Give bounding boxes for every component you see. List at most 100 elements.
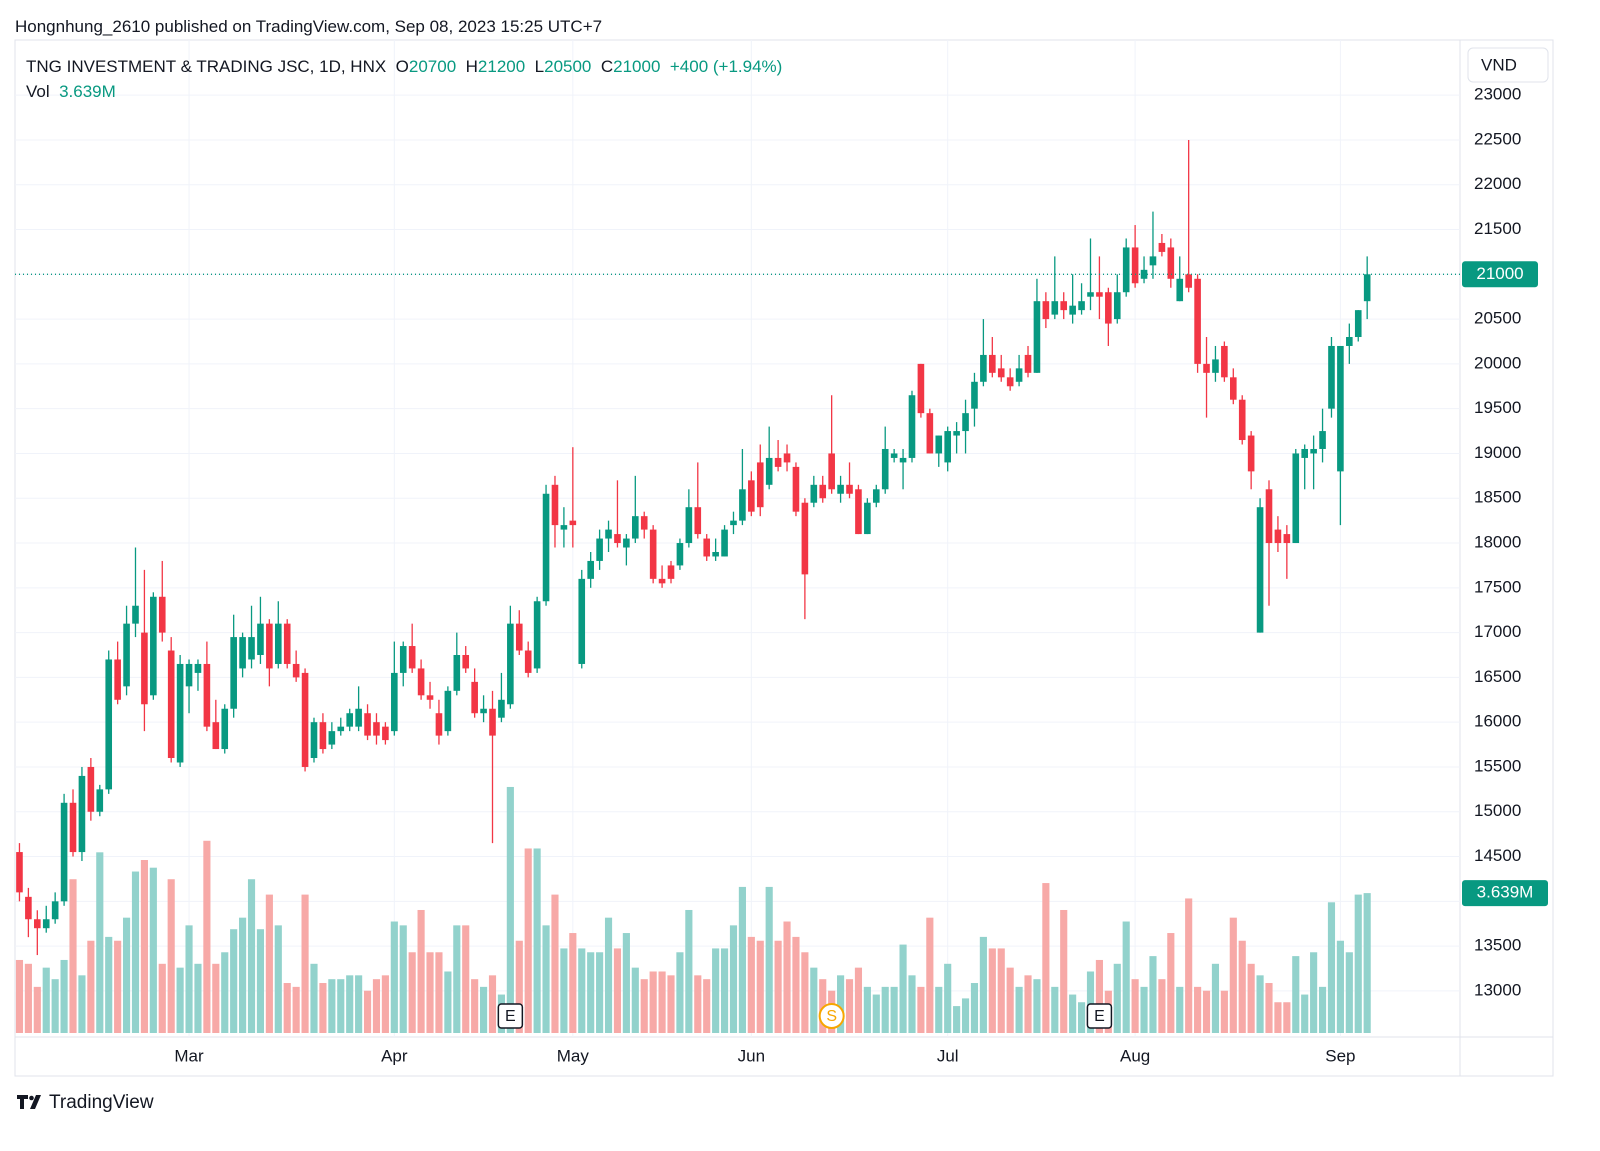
candle-body <box>739 489 746 521</box>
volume-bar <box>533 848 541 1033</box>
volume-bar <box>792 936 800 1033</box>
volume-bar <box>1051 986 1059 1033</box>
volume-bar <box>729 925 738 1033</box>
y-tick-label: 22000 <box>1474 174 1521 193</box>
volume-bar <box>140 860 148 1033</box>
y-tick-label: 17500 <box>1474 577 1521 596</box>
volume-bar <box>801 952 809 1033</box>
volume-bar <box>114 940 122 1033</box>
y-tick-label: 15000 <box>1474 801 1521 820</box>
y-tick-label: 23000 <box>1474 85 1521 104</box>
candle-body <box>748 480 755 512</box>
volume-bar <box>239 917 247 1033</box>
candle-body <box>1140 269 1148 279</box>
volume-bar <box>515 940 523 1033</box>
candle-body <box>1158 242 1166 252</box>
volume-bar <box>587 952 595 1033</box>
candle-body <box>203 663 211 727</box>
volume-bar <box>346 975 354 1033</box>
candle-body <box>1283 534 1291 544</box>
volume-bar <box>613 948 622 1033</box>
last-volume-tag <box>1462 880 1548 907</box>
candle-body <box>1310 448 1317 454</box>
volume-bar <box>1149 956 1157 1033</box>
ohlc-value: 20500 <box>544 57 592 76</box>
volume-bar <box>1069 994 1077 1033</box>
candle-body <box>1212 359 1219 373</box>
volume-bar <box>328 979 336 1033</box>
x-tick-label: Sep <box>1325 1046 1355 1065</box>
y-tick-label: 20500 <box>1474 309 1521 328</box>
candle-body <box>399 646 407 673</box>
volume-bar <box>1122 921 1130 1033</box>
volume-bar <box>631 967 639 1033</box>
candle-body <box>310 722 318 759</box>
volume-bar <box>560 948 568 1033</box>
x-tick-label: Apr <box>381 1046 408 1065</box>
candle-body <box>167 650 175 759</box>
x-tick-label: Jun <box>738 1046 765 1065</box>
byline: Hongnhung_2610 published on TradingView.… <box>15 17 603 36</box>
volume-bar <box>149 867 157 1033</box>
candle-body <box>78 775 86 853</box>
candle-body <box>105 659 113 790</box>
volume-bar <box>756 940 764 1033</box>
candle-body <box>132 605 139 624</box>
axes: 1300013500140001450015000155001600016500… <box>15 85 1548 1065</box>
candle-body <box>158 596 166 633</box>
volume-bar <box>765 886 773 1033</box>
candle-body <box>1247 435 1255 472</box>
candle-body <box>623 538 630 548</box>
currency-box[interactable] <box>1467 47 1549 83</box>
volume-bar <box>890 986 898 1033</box>
volume-bar <box>1095 959 1103 1033</box>
candle-body <box>935 435 943 454</box>
volume-bar <box>1345 952 1353 1033</box>
x-tick-label: Aug <box>1120 1046 1150 1065</box>
volume-bar <box>96 852 104 1033</box>
volume-bar <box>712 948 720 1033</box>
candle-body <box>462 654 470 669</box>
y-tick-label: 20000 <box>1474 353 1521 372</box>
candle-body <box>435 713 443 736</box>
volume-bar <box>854 967 863 1033</box>
candle-body <box>730 520 737 526</box>
candle-body <box>1060 301 1068 311</box>
volume-bar <box>301 894 309 1033</box>
y-tick-label: 19000 <box>1474 443 1521 462</box>
volume-bar <box>988 948 996 1033</box>
candle-body <box>292 663 300 678</box>
candle-body <box>980 354 987 382</box>
volume-bar <box>961 998 970 1033</box>
volume-bar <box>881 986 889 1033</box>
volume-bar <box>1086 971 1095 1033</box>
candle-body <box>1069 305 1076 315</box>
volume-bar <box>1336 940 1344 1033</box>
event-marker <box>818 1003 845 1029</box>
volume-bar <box>649 971 657 1033</box>
volume-bar <box>355 975 363 1033</box>
volume-bar <box>1042 883 1050 1033</box>
y-tick-label: 19500 <box>1474 398 1521 417</box>
candle-body <box>194 663 202 673</box>
candle-body <box>587 560 594 579</box>
volume-bar <box>1265 983 1273 1033</box>
candle-body <box>150 596 157 696</box>
candle-body <box>1024 354 1032 373</box>
candle-body <box>87 766 95 812</box>
volume-bar <box>551 894 559 1033</box>
volume-bar <box>265 894 273 1033</box>
grid <box>15 40 1460 1037</box>
volume-bar <box>363 990 372 1033</box>
volume-bar <box>381 975 389 1033</box>
candle-body <box>355 708 362 727</box>
candle-body <box>560 525 568 530</box>
candle-body <box>328 731 336 745</box>
volume-bar <box>1211 963 1220 1033</box>
ohlc-value: 21000 <box>613 57 661 76</box>
brand-logo <box>17 1095 41 1109</box>
volume-bar <box>1247 963 1255 1033</box>
volume-bar <box>1292 956 1300 1033</box>
